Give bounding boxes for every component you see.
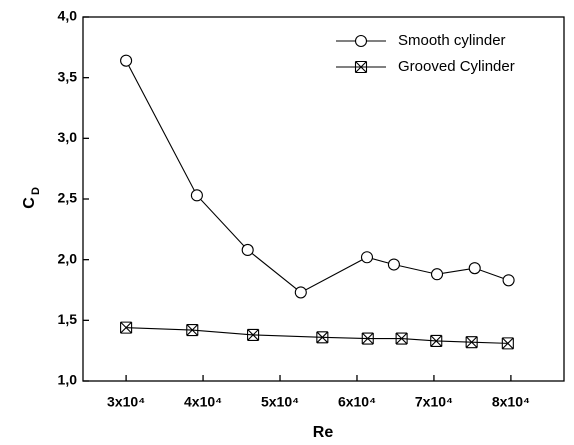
y-tick-label: 1,0	[58, 372, 78, 388]
y-axis-label-subscript: D	[30, 187, 42, 195]
marker	[468, 262, 481, 275]
y-axis-label: C D	[21, 187, 42, 209]
marker	[387, 258, 400, 271]
y-tick-label: 4,0	[58, 8, 78, 24]
x-tick-label: 5x10⁴	[261, 394, 299, 410]
x-tick-label: 6x10⁴	[338, 394, 376, 410]
marker	[395, 332, 408, 345]
y-tick-label: 3,5	[58, 68, 78, 84]
marker	[186, 323, 199, 337]
legend-label: Grooved Cylinder	[398, 58, 515, 75]
marker	[465, 336, 478, 349]
marker	[360, 251, 374, 264]
x-tick-label: 8x10⁴	[492, 394, 530, 410]
marker	[247, 328, 260, 341]
legend-marker	[354, 60, 368, 74]
y-axis-label-main: C	[21, 197, 38, 209]
legend-marker	[354, 34, 368, 48]
marker	[316, 331, 329, 344]
x-tick-label: 7x10⁴	[415, 394, 453, 410]
marker	[430, 334, 443, 348]
y-tick-label: 1,5	[58, 311, 78, 327]
marker	[120, 54, 133, 67]
marker	[294, 286, 307, 299]
y-tick-label: 2,0	[58, 250, 78, 266]
series-line	[125, 60, 509, 294]
marker	[241, 243, 254, 257]
marker	[120, 321, 133, 334]
legend-label: Smooth cylinder	[398, 32, 506, 49]
marker	[361, 332, 374, 345]
x-tick-label: 4x10⁴	[184, 394, 222, 410]
x-axis-label: Re	[313, 424, 334, 441]
marker	[430, 268, 444, 281]
y-tick-label: 2,5	[58, 190, 78, 206]
y-tick-label: 3,0	[58, 129, 78, 145]
marker	[502, 274, 515, 287]
marker	[501, 337, 514, 350]
marker	[190, 189, 203, 202]
x-tick-label: 3x10⁴	[107, 394, 145, 410]
